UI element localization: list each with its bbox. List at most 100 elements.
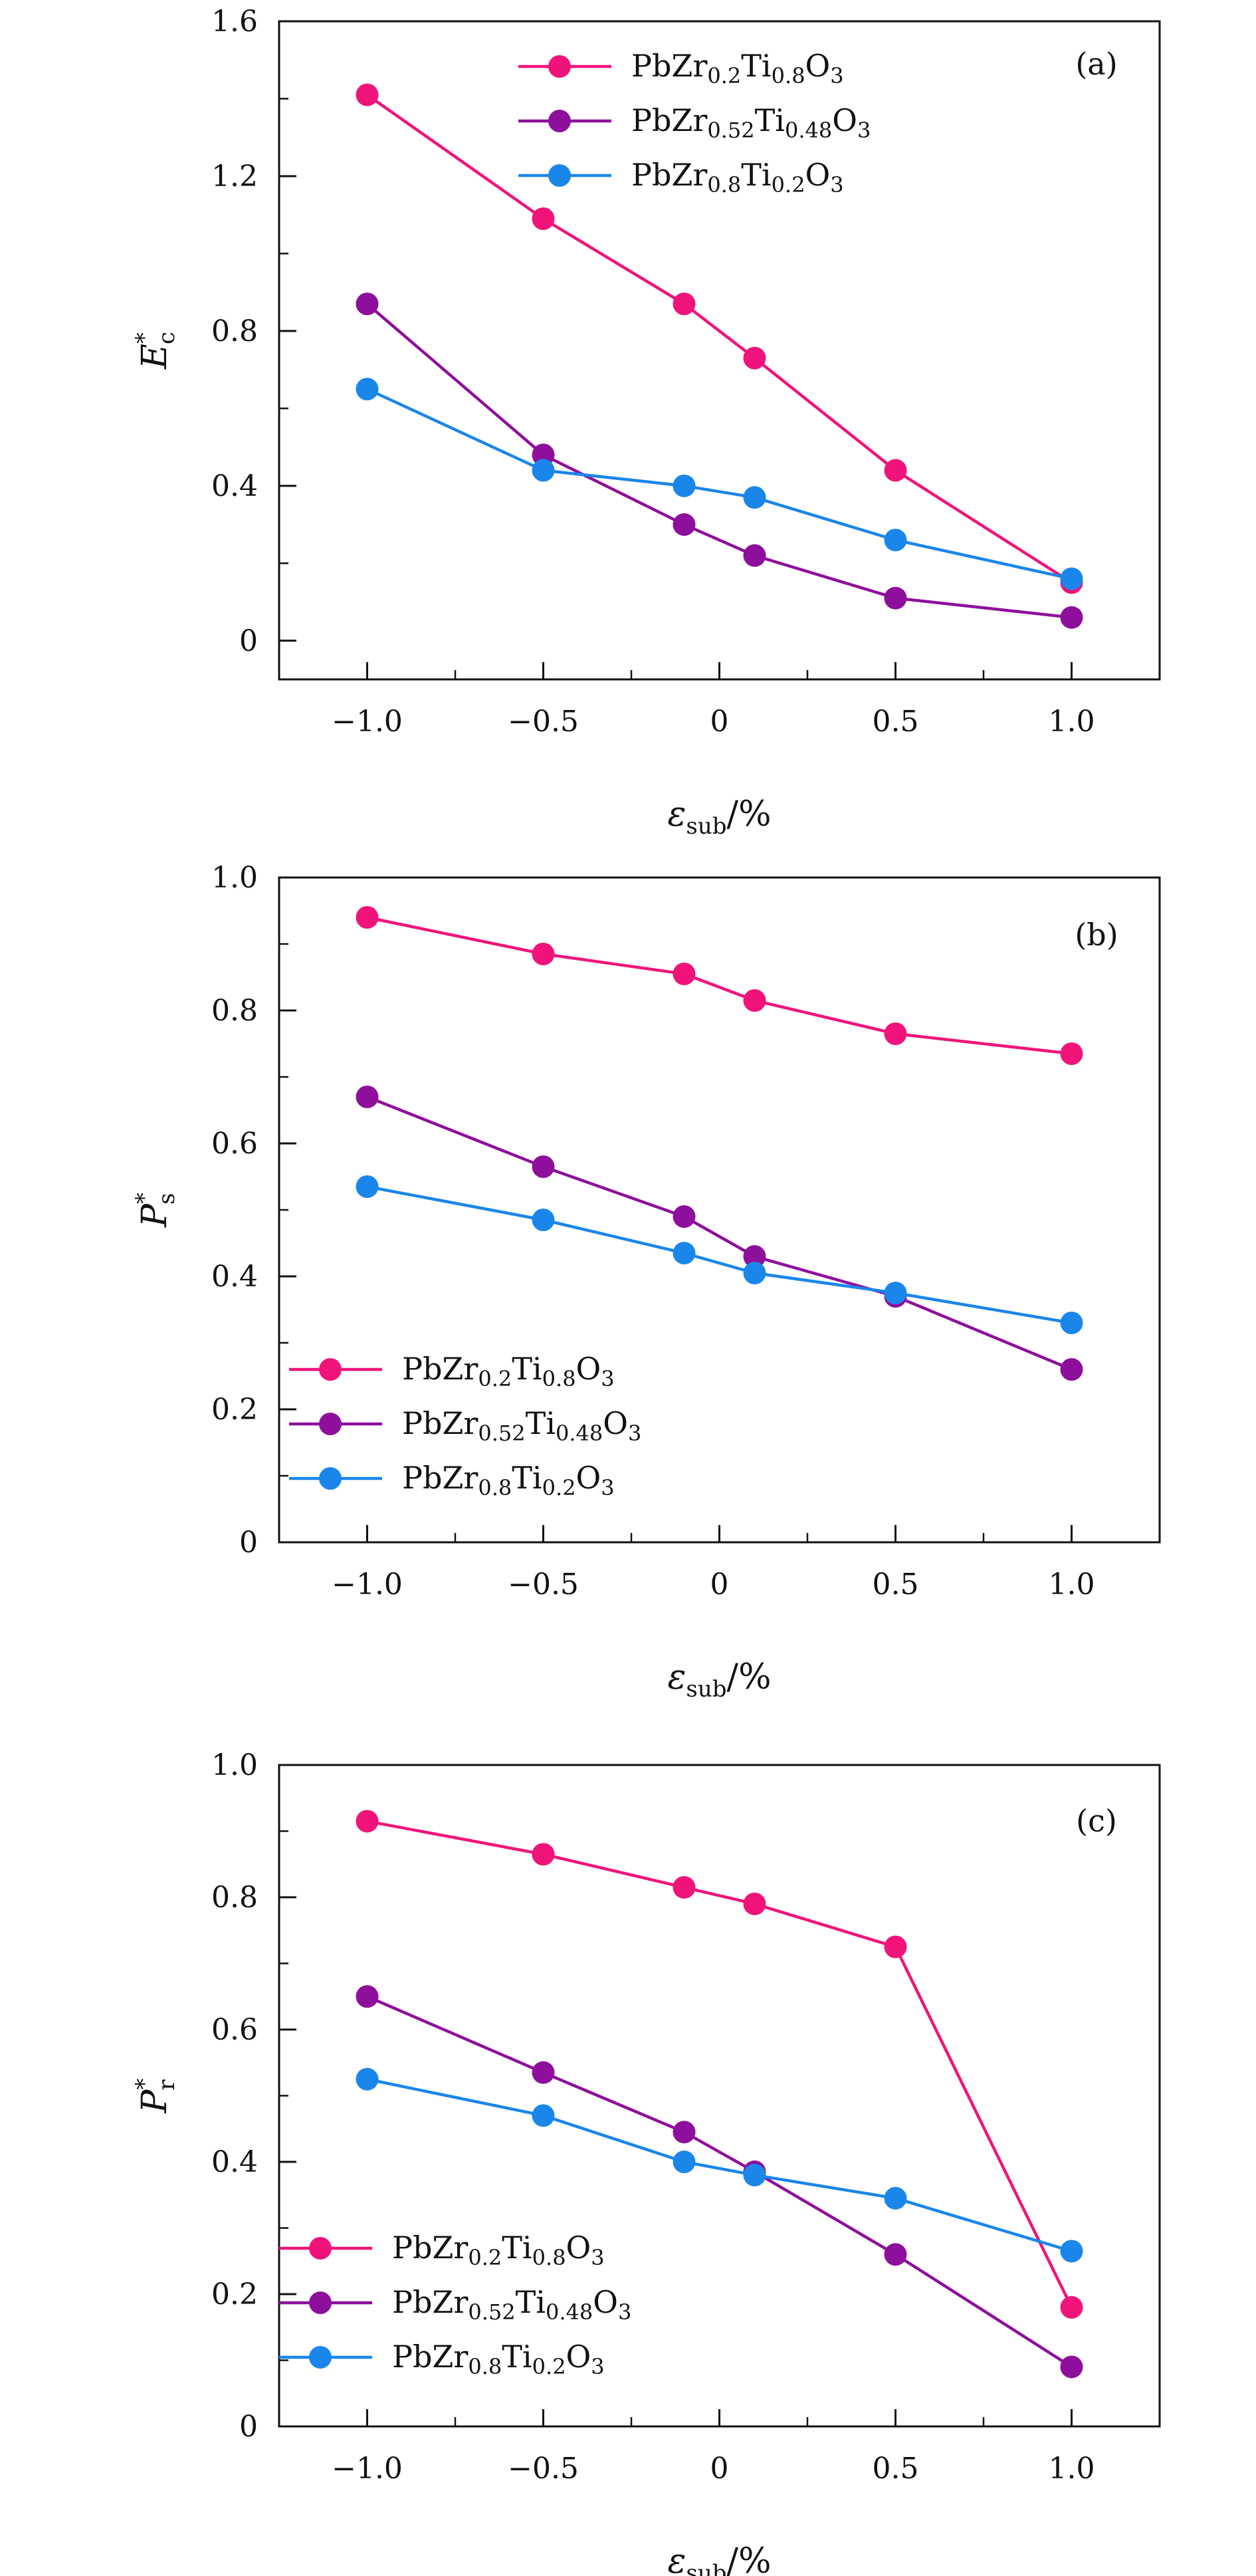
data-point (743, 2163, 766, 2186)
data-point (743, 989, 766, 1012)
y-tick-label: 0.8 (211, 314, 258, 348)
legend-marker (548, 55, 571, 78)
data-point (673, 474, 696, 497)
data-point (884, 2186, 907, 2210)
y-tick-label: 0.8 (211, 1881, 258, 1915)
data-point (532, 943, 555, 965)
data-point (356, 1175, 379, 1198)
legend-marker (309, 2291, 332, 2314)
legend-label: PbZr0.8Ti0.2O3 (631, 157, 844, 197)
data-point (1060, 1042, 1083, 1065)
data-point (673, 963, 696, 985)
data-point (884, 1282, 907, 1304)
data-point (884, 1022, 907, 1045)
legend-label: PbZr0.8Ti0.2O3 (402, 1460, 615, 1500)
data-point (884, 459, 907, 482)
y-axis-label: P*r (131, 2079, 180, 2114)
series-line-3 (367, 1185, 1072, 1325)
data-point (743, 346, 766, 370)
data-point (1060, 606, 1083, 629)
x-tick-label: −1.0 (332, 1568, 403, 1601)
y-tick-label: 0.4 (211, 2145, 258, 2179)
legend-marker (319, 1467, 342, 1490)
series-line-2 (366, 1995, 1073, 2369)
legend-marker (548, 164, 571, 187)
y-axis-label: P*s (131, 1193, 180, 1228)
data-point (673, 2121, 696, 2144)
chart-panel-3: 0 0.2 0.4 0.6 0.8 1.0 −1.0 −0.5 0 0.5 1.0 εsub/% P*r… (131, 1748, 1161, 2576)
plot-frame (278, 1764, 1161, 2428)
legend-entry-3: PbZr0.8Ti0.2O3 (289, 1460, 615, 1500)
data-point (1060, 2240, 1083, 2263)
x-tick-label: 1.0 (1049, 2452, 1095, 2486)
data-point (356, 1985, 379, 2008)
x-axis-label: εsub/% (668, 794, 772, 840)
x-tick-label: −1.0 (332, 2452, 403, 2486)
data-point (532, 1843, 555, 1866)
data-point (532, 459, 555, 482)
data-point (1060, 1358, 1083, 1381)
x-tick-label: 0.5 (873, 705, 919, 739)
data-point (356, 1086, 379, 1108)
x-tick-label: 0.5 (873, 2452, 919, 2486)
y-tick-label: 1.2 (211, 160, 258, 193)
data-point (884, 2243, 907, 2266)
chart-panel-1: 0 0.4 0.8 1.2 1.6 −1.0 −0.5 0 0.5 1.0 εsub/% E*c (a)… (131, 5, 1161, 840)
legend-entry-3: PbZr0.8Ti0.2O3 (518, 157, 844, 197)
series-line-1 (367, 915, 1072, 1056)
y-tick-label: 0 (239, 1526, 258, 1560)
y-tick-label: 0.6 (211, 2013, 258, 2047)
y-tick-label: 1.0 (211, 1748, 258, 1782)
y-tick-label: 0.8 (211, 994, 258, 1028)
y-tick-label: 1.0 (211, 861, 258, 895)
legend-label: PbZr0.52Ti0.48O3 (402, 1405, 641, 1446)
data-point (743, 1892, 766, 1915)
x-tick-label: −0.5 (508, 1568, 579, 1601)
series-line-1 (367, 1819, 1073, 2308)
series-line-1 (366, 93, 1073, 584)
data-point (356, 83, 379, 106)
panel-label: (a) (1075, 46, 1117, 82)
y-tick-label: 0.6 (211, 1127, 258, 1161)
y-tick-label: 0.4 (211, 1260, 258, 1294)
data-point (743, 1245, 766, 1268)
data-point (1060, 1312, 1083, 1334)
y-tick-label: 0 (239, 2410, 258, 2444)
series-line-2 (366, 302, 1072, 620)
data-point (356, 293, 379, 316)
data-point (743, 1262, 766, 1284)
series-line-3 (367, 2077, 1073, 2253)
data-point (884, 528, 907, 552)
legend-marker (309, 2237, 332, 2260)
x-axis-label: εsub/% (668, 2541, 772, 2576)
data-point (356, 1810, 379, 1833)
data-point (743, 544, 766, 567)
data-point (673, 1205, 696, 1228)
y-tick-label: 0.4 (211, 469, 258, 503)
legend-label: PbZr0.2Ti0.8O3 (392, 2230, 605, 2270)
plot-frame (278, 876, 1161, 1544)
legend-entry-1: PbZr0.2Ti0.8O3 (518, 48, 844, 88)
data-point (884, 586, 907, 610)
y-tick-label: 1.6 (211, 5, 258, 39)
legend-label: PbZr0.52Ti0.48O3 (392, 2284, 631, 2325)
legend-entry-3: PbZr0.8Ti0.2O3 (279, 2339, 605, 2379)
panel-label: (b) (1075, 917, 1118, 953)
x-tick-label: 1.0 (1049, 705, 1095, 739)
y-tick-label: 0.2 (211, 2278, 258, 2311)
legend-entry-1: PbZr0.2Ti0.8O3 (279, 2230, 605, 2270)
data-point (673, 1242, 696, 1264)
legend-entry-2: PbZr0.52Ti0.48O3 (518, 102, 871, 143)
legend-marker (309, 2346, 332, 2369)
x-tick-label: 1.0 (1049, 1568, 1095, 1601)
x-tick-label: −0.5 (508, 2452, 579, 2486)
data-point (532, 443, 555, 467)
series-line-2 (366, 1095, 1073, 1371)
x-tick-label: −0.5 (508, 705, 579, 739)
legend-label: PbZr0.52Ti0.48O3 (631, 102, 871, 143)
y-tick-label: 0.2 (211, 1393, 258, 1427)
x-axis-label: εsub/% (668, 1657, 772, 1702)
data-point (1060, 2355, 1083, 2379)
x-tick-label: 0 (710, 1568, 729, 1601)
